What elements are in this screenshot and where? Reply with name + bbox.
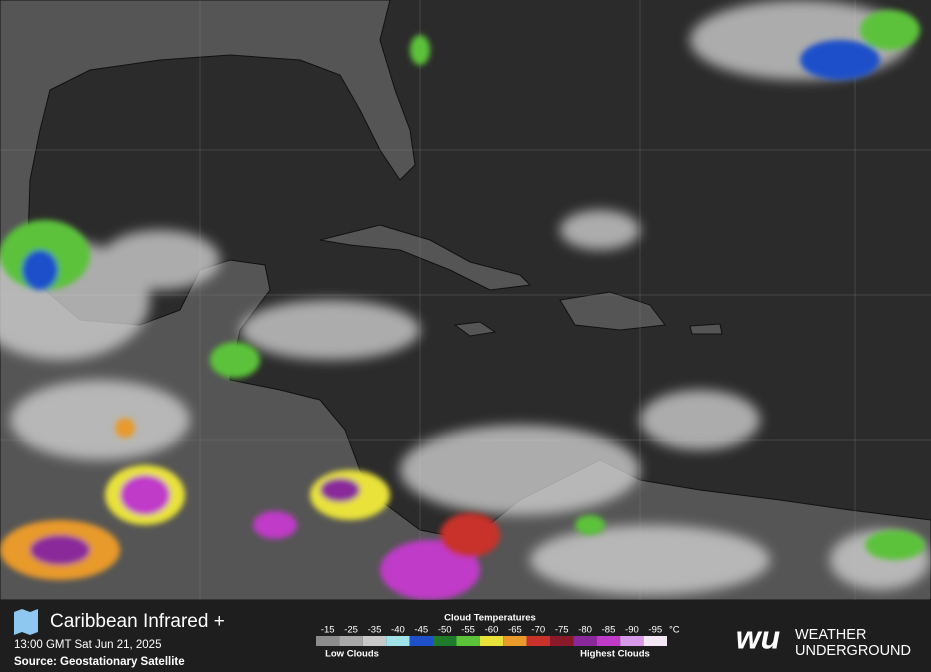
legend-swatch xyxy=(362,636,387,646)
legend-label: -75 xyxy=(555,625,569,636)
legend-swatch xyxy=(479,636,504,646)
legend-label: -60 xyxy=(485,625,499,636)
legend-swatch xyxy=(596,636,621,646)
legend-swatch xyxy=(526,636,550,646)
brand-mark: wu xyxy=(736,619,780,655)
legend-swatch xyxy=(316,636,340,646)
legend-swatch xyxy=(550,636,574,646)
legend-swatch xyxy=(339,636,363,646)
legend-title: Cloud Temperatures xyxy=(444,613,536,624)
legend-swatch xyxy=(643,636,667,646)
map-icon xyxy=(14,609,38,635)
legend-label: -55 xyxy=(461,625,475,636)
legend-label: -85 xyxy=(602,625,616,636)
legend-label: -65 xyxy=(508,625,522,636)
legend-swatch xyxy=(433,636,457,646)
legend-swatch xyxy=(503,636,527,646)
legend-swatch xyxy=(573,636,597,646)
legend-label: -90 xyxy=(625,625,639,636)
legend-swatch xyxy=(620,636,644,646)
legend-label: -15 xyxy=(321,625,335,636)
legend-label: -50 xyxy=(438,625,452,636)
brand-line2: UNDERGROUND xyxy=(795,643,911,659)
legend-label: -35 xyxy=(368,625,382,636)
legend-label: -80 xyxy=(578,625,592,636)
legend-label: -45 xyxy=(414,625,428,636)
legend-label: -70 xyxy=(531,625,545,636)
legend-swatch xyxy=(409,636,433,646)
legend-low: Low Clouds xyxy=(325,649,379,660)
satellite-map xyxy=(0,0,931,600)
legend-label: -95 xyxy=(648,625,662,636)
legend: -15 -25 -35 -40 -45 -50 -55 -60 -65 -70 -75 -80 -85-… xyxy=(316,625,667,646)
land xyxy=(0,0,931,600)
brand-line1: WEATHER xyxy=(795,627,866,643)
title: Caribbean Infrared + xyxy=(50,611,225,632)
storm-cells xyxy=(0,10,925,600)
legend-high: Highest Clouds xyxy=(580,649,650,660)
legend-swatch xyxy=(456,636,480,646)
source: Source: Geostationary Satellite xyxy=(14,656,185,668)
legend-swatch xyxy=(386,636,410,646)
timestamp: 13:00 GMT Sat Jun 21, 2025 xyxy=(14,639,161,651)
legend-label: -40 xyxy=(391,625,405,636)
legend-unit: °C xyxy=(669,625,680,636)
legend-label: -25 xyxy=(344,625,358,636)
